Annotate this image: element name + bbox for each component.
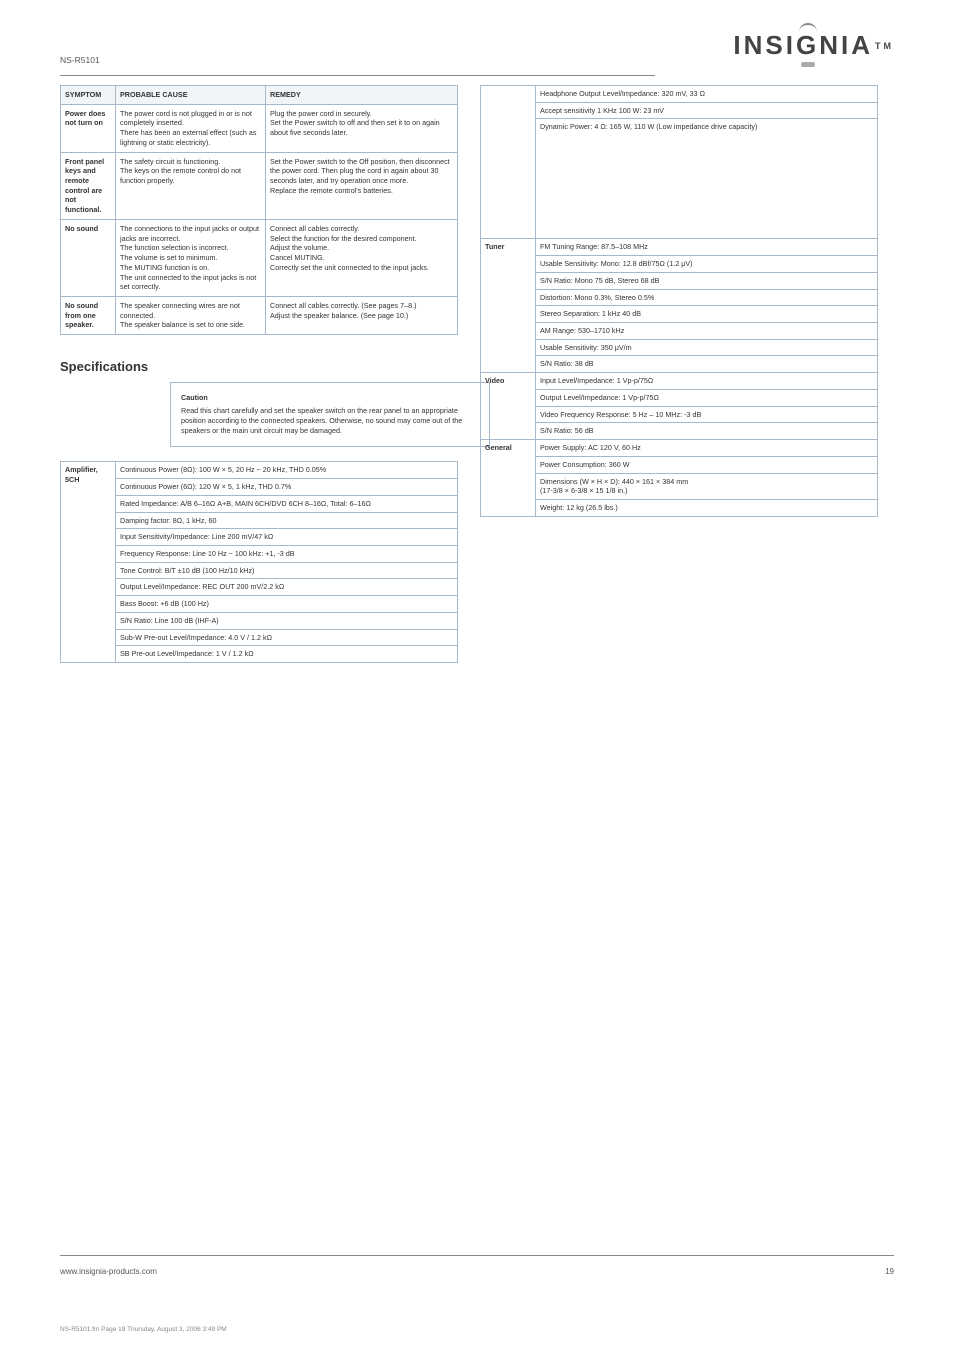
- tt-remedy: Plug the power cord in securely. Set the…: [266, 104, 458, 152]
- tt-symptom: No sound: [61, 219, 116, 296]
- footer-page: 19: [885, 1267, 894, 1276]
- footer-url: www.insignia-products.com: [60, 1267, 157, 1276]
- tt-symptom: Front panel keys and remote control are …: [61, 152, 116, 219]
- logo-text-pre: INSI: [733, 30, 796, 61]
- spec-row: S/N Ratio: 56 dB: [536, 423, 878, 440]
- spec-row: Continuous Power (6Ω): 120 W × 5, 1 kHz,…: [116, 479, 458, 496]
- spec-row: Tone Control: B/T ±10 dB (100 Hz/10 kHz): [116, 562, 458, 579]
- tt-symptom: No sound from one speaker.: [61, 296, 116, 334]
- spec-row: Dynamic Power: 4 Ω: 165 W, 110 W (Low im…: [536, 119, 878, 239]
- header-model: NS-R5101: [60, 55, 100, 65]
- spec-row: S/N Ratio: Mono 75 dB, Stereo 68 dB: [536, 272, 878, 289]
- th-remedy: REMEDY: [266, 86, 458, 105]
- spec-row: FM Tuning Range: 87.5–108 MHz: [536, 239, 878, 256]
- tt-remedy: Connect all cables correctly. (See pages…: [266, 296, 458, 334]
- spec-row: Weight: 12 kg (26.5 lbs.): [536, 499, 878, 516]
- logo-g: G: [796, 30, 819, 61]
- tt-remedy: Set the Power switch to the Off position…: [266, 152, 458, 219]
- spec-row: Input Sensitivity/Impedance: Line 200 mV…: [116, 529, 458, 546]
- footer-rule: [60, 1255, 894, 1256]
- tt-cause: The connections to the input jacks or ou…: [116, 219, 266, 296]
- smallprint: NS-R5101.fm Page 19 Thursday, August 3, …: [60, 1326, 227, 1333]
- caution-box: Caution Read this chart carefully and se…: [170, 382, 490, 447]
- spec-row: Damping factor: 8Ω, 1 kHz, 60: [116, 512, 458, 529]
- tt-symptom: Power does not turn on: [61, 104, 116, 152]
- tt-cause: The power cord is not plugged in or is n…: [116, 104, 266, 152]
- tt-cause: The speaker connecting wires are not con…: [116, 296, 266, 334]
- spec-row: Continuous Power (8Ω): 100 W × 5, 20 Hz …: [116, 462, 458, 479]
- spec-row: SB Pre-out Level/Impedance: 1 V / 1.2 kΩ: [116, 646, 458, 663]
- spec-table-right-main: Tuner FM Tuning Range: 87.5–108 MHz Usab…: [480, 238, 878, 516]
- footer: www.insignia-products.com 19: [60, 1267, 894, 1276]
- spec-row: Output Level/Impedance: REC OUT 200 mV/2…: [116, 579, 458, 596]
- spec-row: Usable Sensitivity: Mono: 12.8 dBf/75Ω (…: [536, 256, 878, 273]
- brand-logo: INSIGNIATM: [733, 30, 894, 61]
- spec-label-amp: Amplifier, 5CH: [61, 462, 116, 663]
- spec-row: Power Supply: AC 120 V, 60 Hz: [536, 440, 878, 457]
- spec-label-video: Video: [481, 373, 536, 440]
- tt-remedy: Connect all cables correctly. Select the…: [266, 219, 458, 296]
- spec-row: AM Range: 530–1710 kHz: [536, 323, 878, 340]
- spec-row: Video Frequency Response: 5 Hz – 10 MHz:…: [536, 406, 878, 423]
- spec-row: Stereo Separation: 1 kHz 40 dB: [536, 306, 878, 323]
- spec-row: Power Consumption: 360 W: [536, 456, 878, 473]
- spec-blank-label: [481, 86, 536, 239]
- spec-row: Dimensions (W × H × D): 440 × 161 × 384 …: [536, 473, 878, 499]
- spec-title: Specifications: [60, 359, 458, 374]
- th-symptom: SYMPTOM: [61, 86, 116, 105]
- spec-row: S/N Ratio: Line 100 dB (IHF-A): [116, 612, 458, 629]
- spec-row: Distortion: Mono 0.3%, Stereo 0.5%: [536, 289, 878, 306]
- spec-row: Rated Impedance: A/B 6–16Ω A+B, MAIN 6CH…: [116, 495, 458, 512]
- spec-row: Usable Sensitivity: 350 μV/m: [536, 339, 878, 356]
- caution-text: Read this chart carefully and set the sp…: [181, 406, 479, 436]
- spec-label-general: General: [481, 440, 536, 517]
- spec-row: Sub-W Pre-out Level/Impedance: 4.0 V / 1…: [116, 629, 458, 646]
- logo-text-post: NIA: [819, 30, 873, 61]
- troubleshoot-table: SYMPTOM PROBABLE CAUSE REMEDY Power does…: [60, 85, 458, 335]
- spec-row: Headphone Output Level/Impedance: 320 mV…: [536, 86, 878, 103]
- spec-row: Output Level/Impedance: 1 Vp-p/75Ω: [536, 389, 878, 406]
- spec-row: Accept sensitivity 1 KHz 100 W: 23 mV: [536, 102, 878, 119]
- spec-label-tuner: Tuner: [481, 239, 536, 373]
- spec-row: Input Level/Impedance: 1 Vp-p/75Ω: [536, 373, 878, 390]
- spec-row: Frequency Response: Line 10 Hz ~ 100 kHz…: [116, 546, 458, 563]
- logo-tm: TM: [875, 41, 894, 51]
- spec-row: Bass Boost: +6 dB (100 Hz): [116, 596, 458, 613]
- tt-cause: The safety circuit is functioning. The k…: [116, 152, 266, 219]
- spec-row: S/N Ratio: 38 dB: [536, 356, 878, 373]
- spec-table-left: Amplifier, 5CH Continuous Power (8Ω): 10…: [60, 461, 458, 663]
- spec-table-right-top: Headphone Output Level/Impedance: 320 mV…: [480, 85, 878, 239]
- caution-title: Caution: [181, 393, 479, 403]
- header-rule: [60, 75, 655, 76]
- th-cause: PROBABLE CAUSE: [116, 86, 266, 105]
